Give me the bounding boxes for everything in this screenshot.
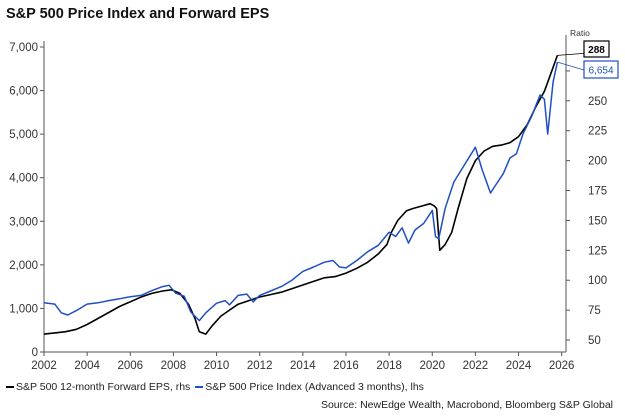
- y-right-tick-label: 50: [588, 335, 601, 347]
- legend-swatch-eps: [6, 386, 14, 388]
- x-tick-label: 2004: [74, 360, 100, 372]
- x-tick-label: 2012: [247, 360, 273, 372]
- y-right-tick-label: 175: [588, 186, 607, 198]
- y-left-tick-label: 0: [32, 347, 38, 359]
- x-tick-label: 2002: [31, 360, 57, 372]
- y-left-tick-label: 2,000: [9, 260, 38, 272]
- y-left-tick-label: 3,000: [9, 216, 38, 228]
- y-right-tick-label: 225: [588, 126, 607, 138]
- price-end-label: 6,654: [588, 66, 613, 77]
- y-left-tick-label: 4,000: [9, 173, 38, 185]
- y-right-tick-label: 150: [588, 215, 607, 227]
- y-left-tick-label: 6,000: [9, 86, 38, 98]
- x-tick-label: 2026: [549, 360, 575, 372]
- x-tick-label: 2006: [117, 360, 143, 372]
- legend-item-price: S&P 500 Price Index (Advanced 3 months),…: [195, 381, 424, 393]
- y-right-tick-label: 250: [588, 96, 607, 108]
- y-left-tick-label: 5,000: [9, 129, 38, 141]
- y-right-tick-label: 100: [588, 275, 607, 287]
- y-right-tick-label: 75: [588, 305, 601, 317]
- eps-end-label-box: [583, 40, 610, 58]
- y-right-tick-label: 125: [588, 245, 607, 257]
- price-end-label-leader: [557, 61, 585, 71]
- y-left-tick-label: 7,000: [9, 42, 38, 54]
- x-tick-label: 2024: [506, 360, 532, 372]
- legend-swatch-price: [195, 386, 204, 388]
- right-axis-title: Ratio: [570, 28, 590, 38]
- x-tick-label: 2018: [376, 360, 402, 372]
- eps-end-label-leader: [557, 52, 585, 56]
- x-tick-label: 2022: [463, 360, 489, 372]
- x-tick-label: 2010: [204, 360, 230, 372]
- eps-forward-line: [43, 55, 559, 335]
- y-right-tick-label: 200: [588, 156, 607, 168]
- price-index-line: [43, 61, 559, 322]
- chart-title: S&P 500 Price Index and Forward EPS: [6, 6, 270, 22]
- legend-label-eps: S&P 500 12-month Forward EPS, rhs: [16, 381, 191, 393]
- x-tick-label: 2020: [419, 360, 445, 372]
- x-tick-label: 2016: [333, 360, 359, 372]
- legend-item-eps: S&P 500 12-month Forward EPS, rhs: [6, 381, 190, 393]
- x-tick-label: 2014: [290, 360, 316, 372]
- y-left-tick-label: 1,000: [9, 303, 38, 315]
- eps-end-label: 288: [588, 45, 605, 56]
- price-end-label-box: [583, 60, 619, 79]
- source-note: Source: NewEdge Wealth, Macrobond, Bloom…: [320, 399, 613, 411]
- legend: S&P 500 12-month Forward EPS, rhs S&P 50…: [6, 379, 426, 393]
- legend-label-price: S&P 500 Price Index (Advanced 3 months),…: [205, 381, 424, 393]
- x-tick-label: 2008: [161, 360, 187, 372]
